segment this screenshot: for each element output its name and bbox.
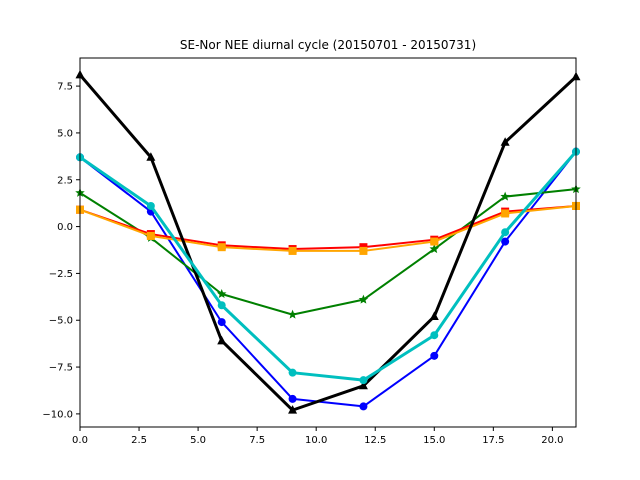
y-tick-label: 0.0 [57,222,73,233]
x-tick-label: 15.0 [423,435,445,446]
series-6-line [79,150,578,382]
plot-background [80,58,576,427]
series-4-point [288,246,297,255]
series-2-line [79,188,577,316]
series-4-point [359,246,368,255]
y-tick-label: −5.0 [49,316,73,327]
series-6-point [501,228,510,237]
series-5-line [78,73,578,412]
chart-title: SE-Nor NEE diurnal cycle (20150701 - 201… [180,38,476,52]
series-5-point [429,311,439,320]
x-tick-label: 20.0 [541,435,563,446]
series-6-point [430,331,439,340]
series-5-point [500,137,510,146]
y-tick-label: 5.0 [57,128,73,139]
series-1-point [288,394,297,403]
series-1-point [217,318,226,327]
series-4-line [79,204,577,252]
series-6 [76,147,580,385]
series-4-point [501,209,510,218]
series-2-point [429,244,440,254]
series-1-point [359,402,368,411]
x-tick-label: 10.0 [305,435,327,446]
series-6-point [288,368,297,377]
series-5-point [217,335,227,345]
series-5-point [288,405,298,414]
plot-area [80,58,576,427]
y-tick-label: 7.5 [57,82,73,93]
series-6-point [359,376,368,385]
x-tick-label: 0.0 [72,435,88,446]
series-1-point [501,237,510,246]
x-tick-label: 7.5 [249,435,265,446]
x-tick-label: 12.5 [364,435,386,446]
series-1 [76,147,580,411]
y-tick-label: −2.5 [49,269,73,280]
series-2-point [287,309,298,319]
series-group [75,69,581,414]
series-5-point [146,152,156,161]
series-4-point [217,243,226,252]
x-tick-label: 5.0 [190,435,206,446]
axes: 0.0 2.5 5.0 7.5 10.0 12.5 15.0 17.5 20.0 −10.0 −7.… [42,57,577,446]
x-tick-label: 2.5 [131,435,147,446]
y-tick-label: −10.0 [42,409,73,420]
series-2-point [500,191,510,201]
series-2-point [358,294,369,304]
series-2-point [216,289,227,299]
series-1-line [79,151,577,408]
y-tick-label: 2.5 [57,175,73,186]
plot-frame [79,57,577,428]
series-6-point [146,201,155,210]
series-5-point [358,380,368,390]
series-4-point [146,231,155,240]
series-4-point [430,237,439,246]
x-tick-label: 17.5 [482,435,504,446]
series-6-point [217,301,226,310]
series-1-point [430,351,439,360]
series-3-line [79,204,577,251]
y-tick-label: −7.5 [49,363,73,374]
